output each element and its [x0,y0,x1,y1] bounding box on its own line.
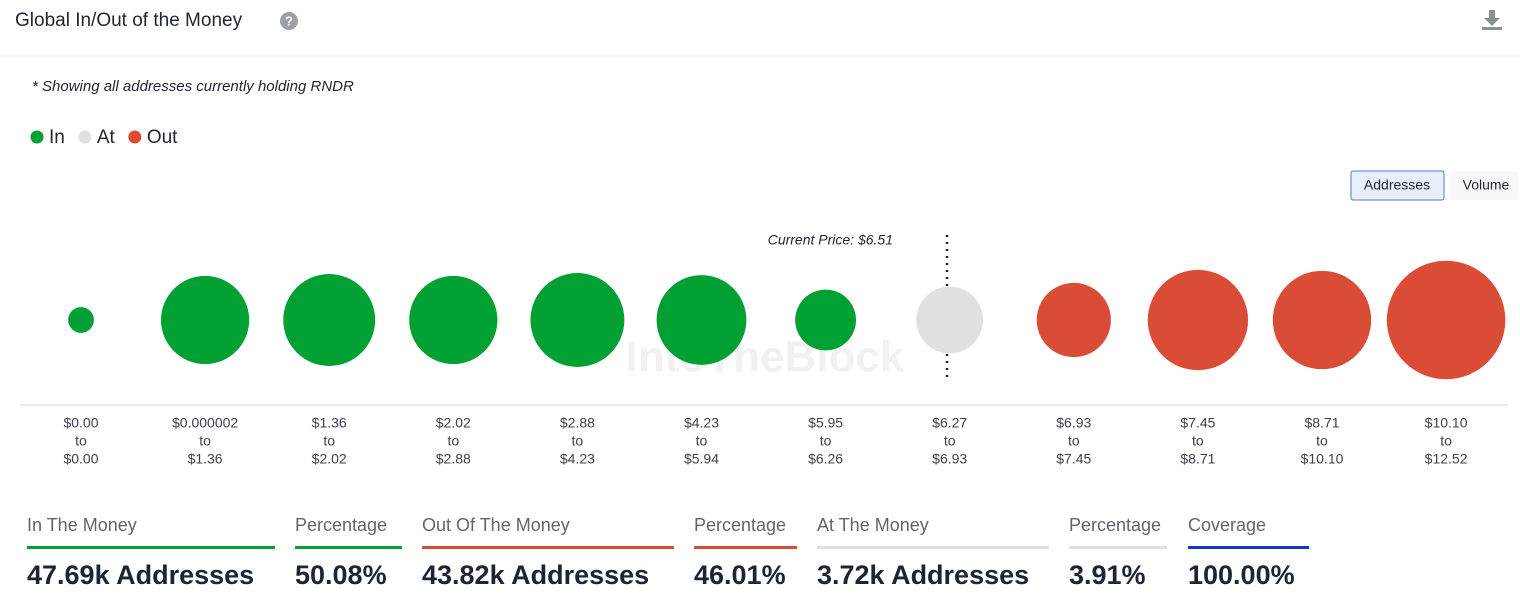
range-word: to [944,433,956,449]
legend-swatch [78,130,92,144]
bubble [656,275,747,365]
stat-label: Out Of The Money [422,515,570,535]
range-from: $6.27 [932,415,967,431]
bubble [68,307,94,333]
stat-value: 46.01% [694,560,786,590]
legend-swatch [30,130,44,144]
range-to: $7.45 [1056,451,1091,467]
help-icon-glyph: ? [285,13,293,28]
title: Global In/Out of the Money [15,10,243,31]
stat-label: In The Money [27,515,137,535]
toggle-label: Volume [1463,177,1510,193]
range-from: $10.10 [1425,415,1468,431]
legend-label: Out [147,127,178,148]
legend-label: At [97,127,116,148]
stat-value: 3.91% [1069,560,1146,590]
range-to: $5.94 [684,451,719,467]
range-from: $8.71 [1304,415,1339,431]
stat-value: 50.08% [295,560,387,590]
bubble [1386,260,1506,380]
stat-label: At The Money [817,515,929,535]
range-word: to [1316,433,1328,449]
stat-label: Percentage [694,515,786,535]
range-to: $6.93 [932,451,967,467]
range-to: $1.36 [188,451,223,467]
bubble [161,275,250,365]
stat-underline [1188,546,1309,549]
stat-value: 3.72k Addresses [817,560,1029,590]
range-from: $7.45 [1180,415,1215,431]
stat-label: Percentage [1069,515,1161,535]
current-price-label: Current Price: $6.51 [768,232,893,248]
bubble [409,275,498,365]
range-from: $1.36 [312,415,347,431]
range-to: $6.26 [808,451,843,467]
range-to: $4.23 [560,451,595,467]
stat-underline [27,546,275,549]
range-word: to [75,433,87,449]
legend-swatch [128,130,142,144]
stat-underline [1069,546,1167,549]
range-word: to [696,433,708,449]
range-word: to [572,433,584,449]
bubble [795,289,857,351]
stat-underline [817,546,1049,549]
range-from: $6.93 [1056,415,1091,431]
stat-value: 43.82k Addresses [422,560,649,590]
range-from: $5.95 [808,415,843,431]
range-to: $2.02 [312,451,347,467]
range-to: $2.88 [436,451,471,467]
stat-value: 47.69k Addresses [27,560,254,590]
range-word: to [323,433,335,449]
bubble [530,273,625,367]
range-from: $2.88 [560,415,595,431]
toggle-label: Addresses [1364,177,1430,193]
download-icon[interactable] [1482,10,1502,30]
toggle-addresses[interactable] [1350,170,1445,201]
range-from: $0.00 [63,415,98,431]
stat-underline [295,546,402,549]
range-from: $0.000002 [172,415,238,431]
range-to: $0.00 [63,451,98,467]
range-to: $10.10 [1301,451,1344,467]
stat-label: Percentage [295,515,387,535]
note: * Showing all addresses currently holdin… [32,78,354,95]
help-icon[interactable] [280,12,298,30]
bubble [283,274,376,366]
range-word: to [1192,433,1204,449]
bubble [916,286,984,354]
legend-label: In [49,127,65,148]
bubble [1036,282,1111,358]
range-to: $8.71 [1180,451,1215,467]
stat-value: 100.00% [1188,560,1295,590]
range-word: to [447,433,459,449]
range-word: to [1068,433,1080,449]
stat-underline [694,546,797,549]
bubble [1147,269,1249,371]
bubble [1272,270,1372,370]
range-word: to [1440,433,1452,449]
range-to: $12.52 [1425,451,1468,467]
range-word: to [820,433,832,449]
range-from: $4.23 [684,415,719,431]
toggle-volume[interactable] [1450,171,1518,200]
range-word: to [199,433,211,449]
stat-underline [422,546,674,549]
stat-label: Coverage [1188,515,1266,535]
range-from: $2.02 [436,415,471,431]
